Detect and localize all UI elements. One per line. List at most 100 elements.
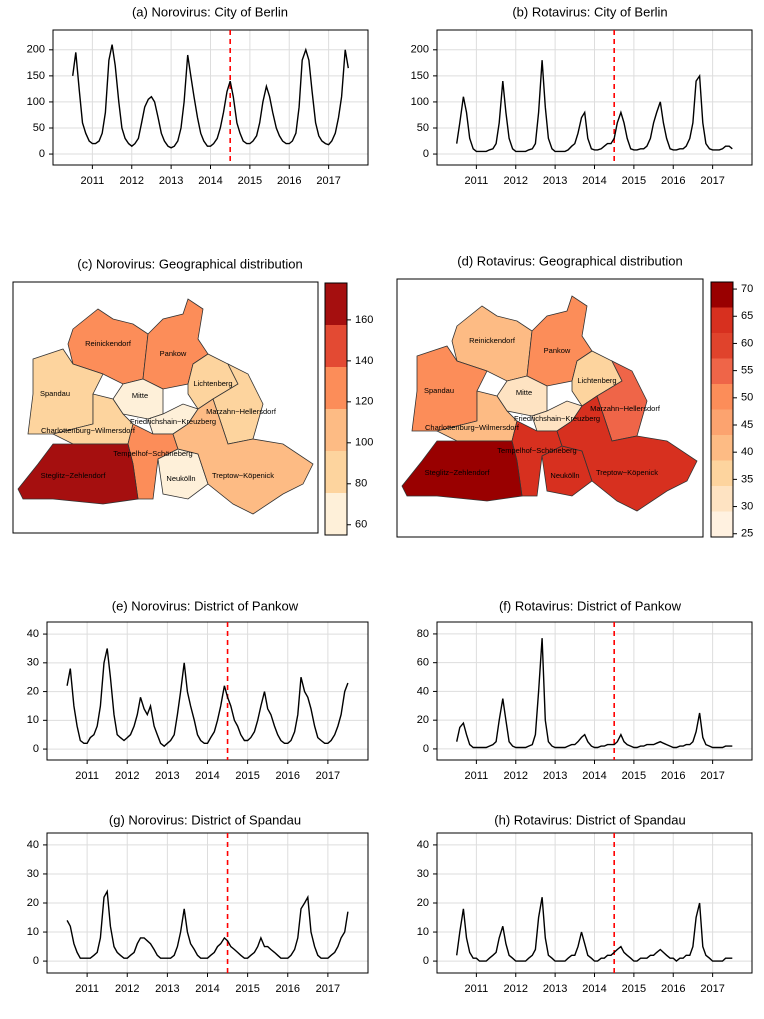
colorbar-tick-label: 100 (355, 437, 373, 449)
colorbar-tick-label: 70 (741, 283, 753, 295)
colorbar-bin (325, 451, 347, 493)
district-label: Friedrichshain−Kreuzberg (130, 417, 216, 426)
y-tick-label: 20 (417, 714, 429, 726)
plot-frame (436, 832, 753, 974)
chart-title: (b) Rotavirus: City of Berlin (512, 4, 667, 19)
x-tick-label: 2014 (582, 175, 606, 187)
x-tick-label: 2016 (276, 770, 300, 782)
colorbar-tick-label: 60 (355, 519, 367, 531)
x-tick-label: 2013 (543, 983, 567, 995)
district-label: Reinickendorf (85, 339, 132, 348)
series-line (456, 638, 733, 749)
x-tick-label: 2012 (504, 983, 528, 995)
y-tick-label: 10 (27, 926, 39, 938)
district-label: Tempelhof−Schöneberg (113, 449, 192, 458)
district-label: Marzahn−Hellersdorf (590, 404, 661, 413)
district-label: Treptow−Köpenick (212, 471, 274, 480)
district-label: Neukölln (166, 474, 195, 483)
colorbar-bin (711, 460, 733, 486)
series-line (66, 648, 349, 748)
x-tick-label: 2013 (155, 770, 179, 782)
plot-frame (52, 29, 369, 166)
chart-title: (a) Norovirus: City of Berlin (132, 4, 288, 19)
district-label: Spandau (424, 386, 454, 395)
district-label: Pankow (544, 346, 571, 355)
x-tick-label: 2017 (316, 983, 340, 995)
y-tick-label: 20 (27, 897, 39, 909)
y-tick-label: 40 (27, 839, 39, 851)
series-line (456, 60, 733, 153)
y-tick-label: 40 (417, 839, 429, 851)
y-tick-label: 30 (417, 868, 429, 880)
x-tick-label: 2016 (661, 770, 685, 782)
chart-title: (d) Rotavirus: Geographical distribution (457, 253, 682, 268)
district (17, 443, 139, 505)
colorbar-tick-label: 65 (741, 310, 753, 322)
district-label: Neukölln (550, 471, 579, 480)
y-tick-label: 100 (411, 96, 429, 108)
y-tick-label: 40 (417, 685, 429, 697)
y-tick-label: 150 (411, 70, 429, 82)
chart-title: (e) Norovirus: District of Pankow (112, 598, 299, 613)
y-tick-label: 0 (423, 955, 429, 967)
plot-frame (46, 621, 369, 761)
y-tick-label: 0 (33, 743, 39, 755)
y-tick-label: 10 (417, 926, 429, 938)
colorbar-tick-label: 40 (741, 446, 753, 458)
district-label: Mitte (132, 391, 148, 400)
district (172, 398, 314, 515)
x-tick-label: 2012 (120, 175, 144, 187)
colorbar-tick-label: 35 (741, 473, 753, 485)
x-tick-label: 2011 (465, 175, 489, 187)
series-line (66, 889, 349, 959)
x-tick-label: 2014 (195, 770, 219, 782)
district-label: Friedrichshain−Kreuzberg (514, 414, 600, 423)
plot-frame (436, 621, 753, 761)
x-tick-label: 2017 (700, 983, 724, 995)
y-tick-label: 20 (417, 897, 429, 909)
x-tick-label: 2012 (504, 770, 528, 782)
y-tick-label: 50 (33, 122, 45, 134)
district (401, 440, 523, 502)
colorbar-tick-label: 30 (741, 500, 753, 512)
chart-title: (c) Norovirus: Geographical distribution (77, 256, 302, 271)
colorbar-tick-label: 25 (741, 528, 753, 540)
x-tick-label: 2013 (543, 175, 567, 187)
x-tick-label: 2011 (465, 770, 489, 782)
colorbar-frame (710, 281, 734, 538)
x-tick-label: 2017 (316, 770, 340, 782)
colorbar-bin (711, 511, 733, 537)
district-label: Charlottenburg−Wilmersdorf (41, 426, 136, 435)
x-tick-label: 2015 (235, 770, 259, 782)
x-tick-label: 2011 (75, 770, 99, 782)
colorbar-tick-label: 55 (741, 365, 753, 377)
x-tick-label: 2014 (198, 175, 222, 187)
district-label: Steglitz−Zehlendorf (425, 468, 491, 477)
x-tick-label: 2016 (277, 175, 301, 187)
y-tick-label: 0 (423, 148, 429, 160)
colorbar-tick-label: 160 (355, 314, 373, 326)
colorbar-bin (325, 409, 347, 451)
plot-frame (436, 29, 753, 166)
x-tick-label: 2014 (582, 770, 606, 782)
x-tick-label: 2017 (700, 175, 724, 187)
x-tick-label: 2017 (700, 770, 724, 782)
x-tick-label: 2015 (235, 983, 259, 995)
y-tick-label: 60 (417, 657, 429, 669)
plot-frame (46, 832, 369, 974)
y-tick-label: 0 (39, 148, 45, 160)
y-tick-label: 80 (417, 628, 429, 640)
district-label: Treptow−Köpenick (596, 468, 658, 477)
x-tick-label: 2014 (582, 983, 606, 995)
x-tick-label: 2013 (155, 983, 179, 995)
y-tick-label: 30 (27, 657, 39, 669)
chart-title: (h) Rotavirus: District of Spandau (494, 812, 685, 827)
x-tick-label: 2013 (159, 175, 183, 187)
x-tick-label: 2015 (622, 175, 646, 187)
x-tick-label: 2011 (81, 175, 105, 187)
x-tick-label: 2012 (504, 175, 528, 187)
colorbar-bin (711, 409, 733, 435)
colorbar-tick-label: 80 (355, 478, 367, 490)
colorbar-tick-label: 50 (741, 392, 753, 404)
